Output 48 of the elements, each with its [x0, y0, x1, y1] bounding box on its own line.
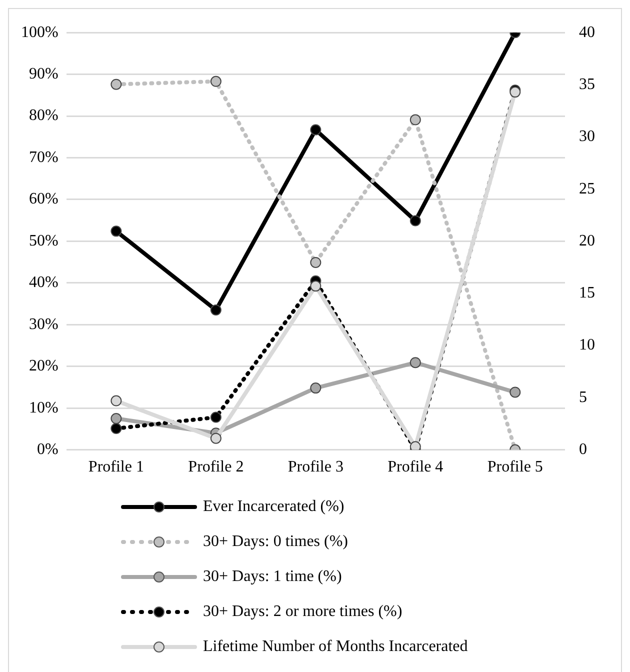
- point: [310, 256, 322, 268]
- point: [110, 423, 122, 434]
- y-tick-label: 90%: [29, 66, 58, 83]
- legend-label: 30+ Days: 1 time (%): [203, 568, 342, 586]
- y-tick-label: 20%: [29, 358, 58, 375]
- y-tick-label: 30%: [29, 316, 58, 333]
- y2-tick-label: 20: [579, 232, 595, 250]
- x-tick-label: Profile 5: [487, 458, 543, 476]
- point: [110, 413, 122, 424]
- point: [210, 412, 222, 423]
- y-tick-label: 80%: [29, 107, 58, 124]
- point: [310, 124, 322, 136]
- point: [210, 304, 222, 316]
- y-tick-label: 70%: [29, 148, 58, 166]
- y2-tick-label: 35: [579, 76, 595, 93]
- x-tick-label: Profile 2: [188, 458, 244, 476]
- point: [410, 441, 421, 450]
- point: [110, 226, 122, 237]
- point: [310, 382, 322, 394]
- x-tick-label: Profile 3: [288, 458, 344, 476]
- legend-label: Lifetime Number of Months Incarcerated: [203, 638, 468, 656]
- point: [410, 215, 421, 226]
- legend-label: 30+ Days: 2 or more times (%): [203, 602, 402, 620]
- y2-tick-label: 40: [579, 24, 595, 41]
- point: [510, 386, 521, 398]
- y2-tick-label: 10: [579, 336, 595, 354]
- y2-tick-label: 15: [579, 284, 595, 302]
- x-tick-label: Profile 1: [88, 458, 144, 476]
- point: [210, 432, 222, 444]
- y2-tick-label: 30: [579, 128, 595, 146]
- y-tick-label: 0%: [37, 441, 58, 458]
- point: [210, 76, 222, 87]
- y2-tick-label: 25: [579, 180, 595, 198]
- point: [110, 395, 122, 406]
- legend-label: Ever Incarcerated (%): [203, 498, 344, 516]
- y2-tick-label: 5: [579, 388, 587, 406]
- point: [310, 280, 322, 292]
- point: [410, 357, 421, 368]
- y-tick-label: 40%: [29, 274, 58, 292]
- y-tick-label: 60%: [29, 190, 58, 208]
- y-tick-label: 50%: [29, 232, 58, 250]
- y2-tick-label: 0: [579, 441, 587, 458]
- y-tick-label: 10%: [29, 399, 58, 416]
- x-tick-label: Profile 4: [388, 458, 444, 476]
- point: [110, 78, 122, 90]
- legend-label: 30+ Days: 0 times (%): [203, 532, 348, 550]
- y-tick-label: 100%: [21, 24, 58, 41]
- point: [410, 114, 421, 126]
